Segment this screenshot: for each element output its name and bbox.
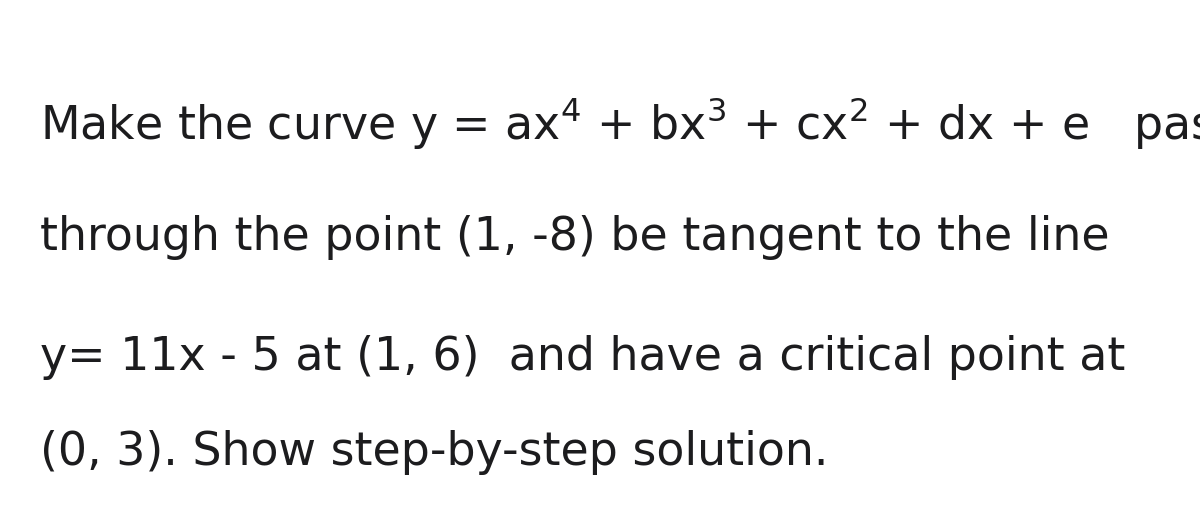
Text: through the point (1, -8) be tangent to the line: through the point (1, -8) be tangent to …	[40, 215, 1110, 260]
Text: y= 11x - 5 at (1, 6)  and have a critical point at: y= 11x - 5 at (1, 6) and have a critical…	[40, 335, 1126, 380]
Text: Make the curve y = ax$^4$ + bx$^3$ + cx$^2$ + dx + e   pass: Make the curve y = ax$^4$ + bx$^3$ + cx$…	[40, 95, 1200, 151]
Text: (0, 3). Show step-by-step solution.: (0, 3). Show step-by-step solution.	[40, 430, 828, 475]
